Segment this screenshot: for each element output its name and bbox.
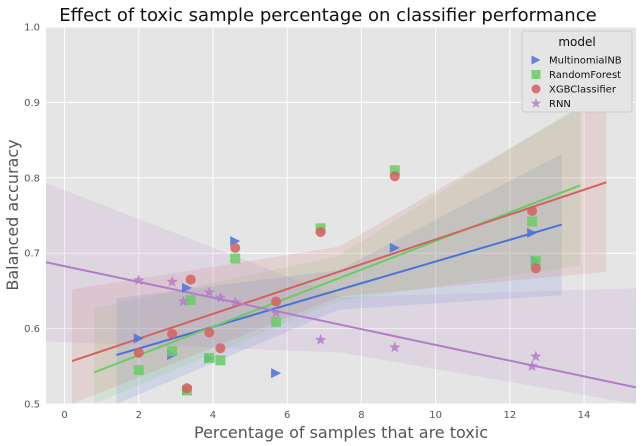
data-points <box>133 165 542 396</box>
x-tick-label: 2 <box>136 410 142 421</box>
regression-line <box>93 184 581 374</box>
data-point <box>229 296 241 308</box>
data-point <box>389 165 400 176</box>
confidence-band <box>94 105 581 404</box>
legend-title: model <box>558 35 595 49</box>
data-point <box>389 171 400 182</box>
confidence-band <box>46 183 636 404</box>
regression-line <box>71 181 607 362</box>
legend: model MultinomialNB RandomForest XGBClassi… <box>521 30 633 113</box>
y-tick-label: 0.7 <box>24 249 40 260</box>
data-point <box>133 333 144 344</box>
legend-marker <box>531 84 541 94</box>
data-point <box>167 328 178 339</box>
regression-lines <box>45 181 637 389</box>
data-point <box>270 306 282 318</box>
data-point <box>185 294 196 305</box>
y-tick-label: 0.5 <box>24 400 40 411</box>
data-point <box>527 216 538 227</box>
legend-entry: RandomForest <box>549 70 621 81</box>
tick-labels: 0 2 4 6 8 10 12 14 0.5 0.6 0.7 0.8 0.9 1.0 <box>24 23 590 422</box>
data-point <box>203 286 215 298</box>
legend-box <box>521 30 633 113</box>
data-point <box>215 343 226 354</box>
y-tick-label: 0.8 <box>24 173 40 184</box>
y-tick-label: 0.6 <box>24 324 40 335</box>
data-point <box>271 316 282 327</box>
data-point <box>166 275 178 287</box>
y-axis-label: Balanced accuracy <box>3 139 22 290</box>
data-point <box>182 383 193 394</box>
x-tick-label: 0 <box>61 410 67 421</box>
legend-entry: RNN <box>549 99 571 110</box>
data-point <box>527 205 538 216</box>
legend-marker <box>531 70 541 79</box>
data-point <box>230 253 241 264</box>
data-point <box>315 227 326 238</box>
legend-marker <box>531 55 541 65</box>
x-tick-label: 6 <box>284 410 290 421</box>
chart-title: Effect of toxic sample percentage on cla… <box>59 5 596 26</box>
data-point <box>185 274 196 285</box>
data-point <box>215 355 226 366</box>
legend-entry: XGBClassifier <box>549 85 617 96</box>
data-point <box>527 227 538 238</box>
data-point <box>389 341 401 353</box>
data-point <box>530 255 541 266</box>
confidence-band <box>72 92 607 405</box>
data-point <box>230 242 241 253</box>
legend-entry: MultinomialNB <box>549 56 622 67</box>
data-point <box>526 360 538 372</box>
data-point <box>530 263 541 274</box>
data-point <box>204 327 215 338</box>
data-point <box>133 365 144 376</box>
x-tick-label: 14 <box>578 410 591 421</box>
data-point <box>204 353 215 364</box>
data-point <box>133 347 144 358</box>
x-tick-label: 8 <box>358 410 364 421</box>
x-tick-label: 12 <box>503 410 516 421</box>
data-point <box>314 333 327 345</box>
x-tick-label: 10 <box>429 410 442 421</box>
x-axis-label: Percentage of samples that are toxic <box>194 423 488 442</box>
legend-marker <box>530 98 542 108</box>
data-point <box>177 295 189 307</box>
data-point <box>271 296 282 307</box>
data-point <box>271 368 282 379</box>
data-point <box>214 291 227 303</box>
data-point <box>530 350 542 362</box>
data-point <box>133 274 145 286</box>
data-point <box>167 346 178 357</box>
regression-line <box>45 261 637 389</box>
regression-line <box>116 223 563 356</box>
y-tick-label: 0.9 <box>24 98 40 109</box>
data-point <box>389 242 400 253</box>
data-point <box>182 282 193 293</box>
x-tick-label: 4 <box>210 410 216 421</box>
y-tick-label: 1.0 <box>24 23 40 34</box>
